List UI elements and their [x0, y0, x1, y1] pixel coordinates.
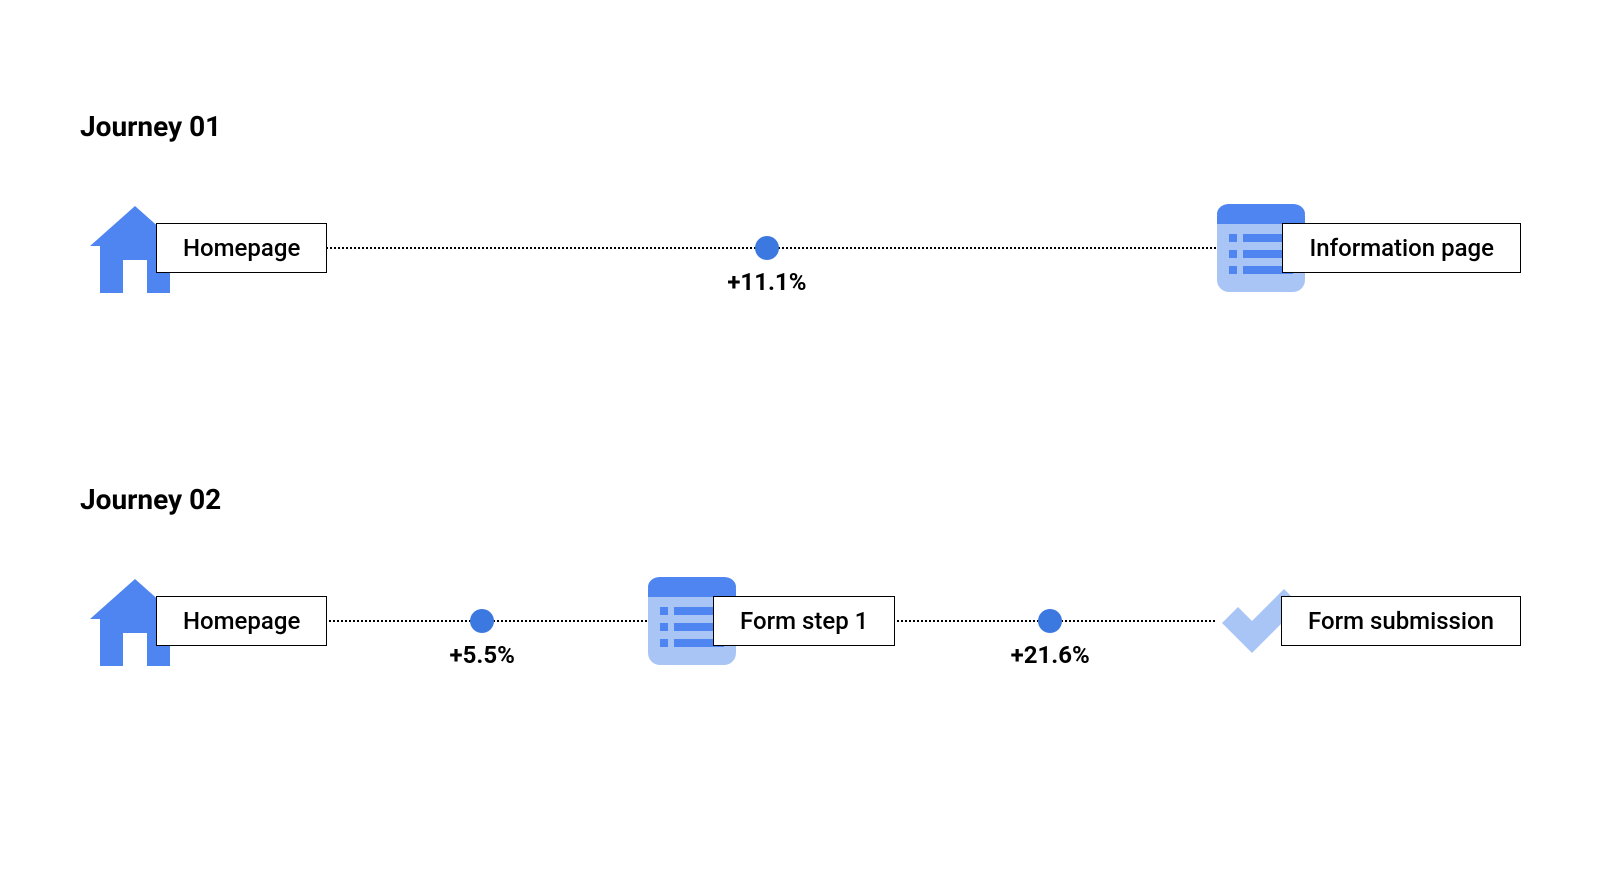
node-label: Form step 1	[713, 596, 895, 646]
connector-dot	[1038, 609, 1062, 633]
journey-02-title: Journey 02	[80, 483, 1521, 516]
connector-dot	[470, 609, 494, 633]
connector-metric: +5.5%	[450, 641, 515, 669]
journey-01-node-homepage: Homepage	[80, 193, 327, 303]
node-label: Information page	[1282, 223, 1521, 273]
node-label: Form submission	[1281, 596, 1521, 646]
journey-02-node-homepage: Homepage	[80, 566, 327, 676]
connector-dot	[755, 236, 779, 260]
journey-02-node-formstep: Form step 1	[637, 566, 895, 676]
node-label: Homepage	[156, 223, 327, 273]
connector: +11.1%	[327, 193, 1206, 303]
journey-01-node-info: Information page	[1206, 193, 1521, 303]
connector-metric: +21.6%	[1011, 641, 1090, 669]
node-label: Homepage	[156, 596, 327, 646]
connector: +21.6%	[895, 566, 1205, 676]
connector: +5.5%	[327, 566, 637, 676]
journey-02: Journey 02 Homepage +5.5%	[80, 483, 1521, 676]
connector-metric: +11.1%	[727, 268, 806, 296]
journey-01-title: Journey 01	[80, 110, 1521, 143]
journey-01: Journey 01 Homepage +11.1%	[80, 110, 1521, 303]
journey-02-row: Homepage +5.5% Form s	[80, 566, 1521, 676]
journey-01-row: Homepage +11.1% Infor	[80, 193, 1521, 303]
journey-02-node-submission: Form submission	[1205, 566, 1521, 676]
